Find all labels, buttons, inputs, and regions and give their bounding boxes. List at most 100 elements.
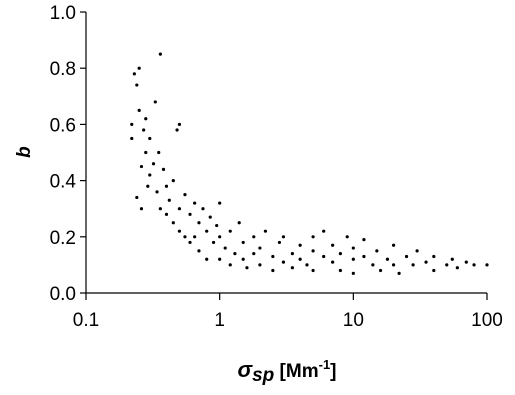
data-point [263,229,268,233]
data-point [211,240,216,245]
x-tick-label: 10 [343,310,364,331]
data-point [177,207,182,211]
data-point [371,263,375,267]
data-point [130,136,134,141]
data-point [218,235,222,239]
data-point [391,243,396,247]
data-point [164,184,169,188]
x-label-exponent: -1 [319,357,331,372]
data-point [277,240,282,245]
y-axis-label: b [14,146,35,158]
data-point [331,243,335,247]
data-point [228,263,232,267]
data-point [252,252,256,256]
data-point [139,207,144,211]
data-point [151,162,156,166]
data-point [137,66,141,70]
data-point [223,246,227,250]
data-point [201,207,205,211]
data-point [298,257,302,261]
data-point [142,128,146,132]
data-point [193,201,197,205]
data-point [197,221,201,225]
data-point [351,246,355,250]
y-tick-label: 0.2 [50,228,76,249]
data-point [290,266,294,270]
data-point [385,257,390,261]
data-point [485,263,489,267]
data-point [177,229,182,233]
data-point [158,52,162,56]
data-point [404,254,409,259]
data-point [252,235,256,239]
data-point [379,268,383,273]
data-point [167,198,171,202]
data-point [164,212,169,216]
data-point [290,252,294,256]
data-point [135,195,139,200]
data-point [208,215,212,219]
x-label-close: ] [330,361,336,382]
data-point [130,122,134,126]
data-point [241,257,245,261]
data-point [237,221,241,225]
data-point [455,266,459,270]
x-tick-label: 1 [214,310,225,331]
data-point [391,263,396,267]
data-point [139,164,144,169]
data-point [331,260,335,264]
data-point [415,249,419,253]
data-point [148,173,152,177]
data-point [205,257,209,261]
x-label-symbol: σ [237,357,253,382]
data-point [464,260,468,264]
data-point [177,122,182,126]
data-point [132,72,136,76]
data-point [351,257,355,261]
data-point [271,254,275,259]
data-point [362,238,366,242]
data-point [135,83,139,87]
data-point [144,117,148,121]
data-point [144,150,148,155]
data-point [188,212,192,216]
data-point [322,254,326,259]
data-point [183,235,187,239]
data-point [157,150,161,155]
data-point [241,240,245,245]
data-point [411,263,415,267]
x-axis-label: σsp [Mm-1] [237,357,336,386]
data-point [258,246,262,250]
data-point [472,263,476,267]
data-point [148,136,152,141]
y-tick-label: 0.6 [50,115,76,136]
data-point [161,167,166,171]
data-point [215,223,219,228]
data-point [311,235,315,239]
data-point [298,243,302,247]
y-tick-label: 0.8 [50,59,76,80]
data-point [424,260,428,264]
data-point [233,252,237,256]
data-point [197,249,201,253]
data-point [188,240,192,245]
data-point [171,179,175,183]
data-point [397,271,401,275]
data-point [153,100,157,104]
data-point [218,257,222,261]
data-point [338,268,342,273]
data-point [205,229,209,233]
data-point [322,229,326,233]
data-point [171,221,175,225]
data-point [450,257,454,261]
data-point [183,193,187,197]
data-point [281,235,286,239]
data-point [338,252,342,256]
data-point [311,249,315,253]
x-label-subscript: sp [252,365,274,386]
data-point [218,201,222,205]
data-point [155,190,159,194]
data-point [245,266,249,270]
x-tick-label: 0.1 [73,310,99,331]
